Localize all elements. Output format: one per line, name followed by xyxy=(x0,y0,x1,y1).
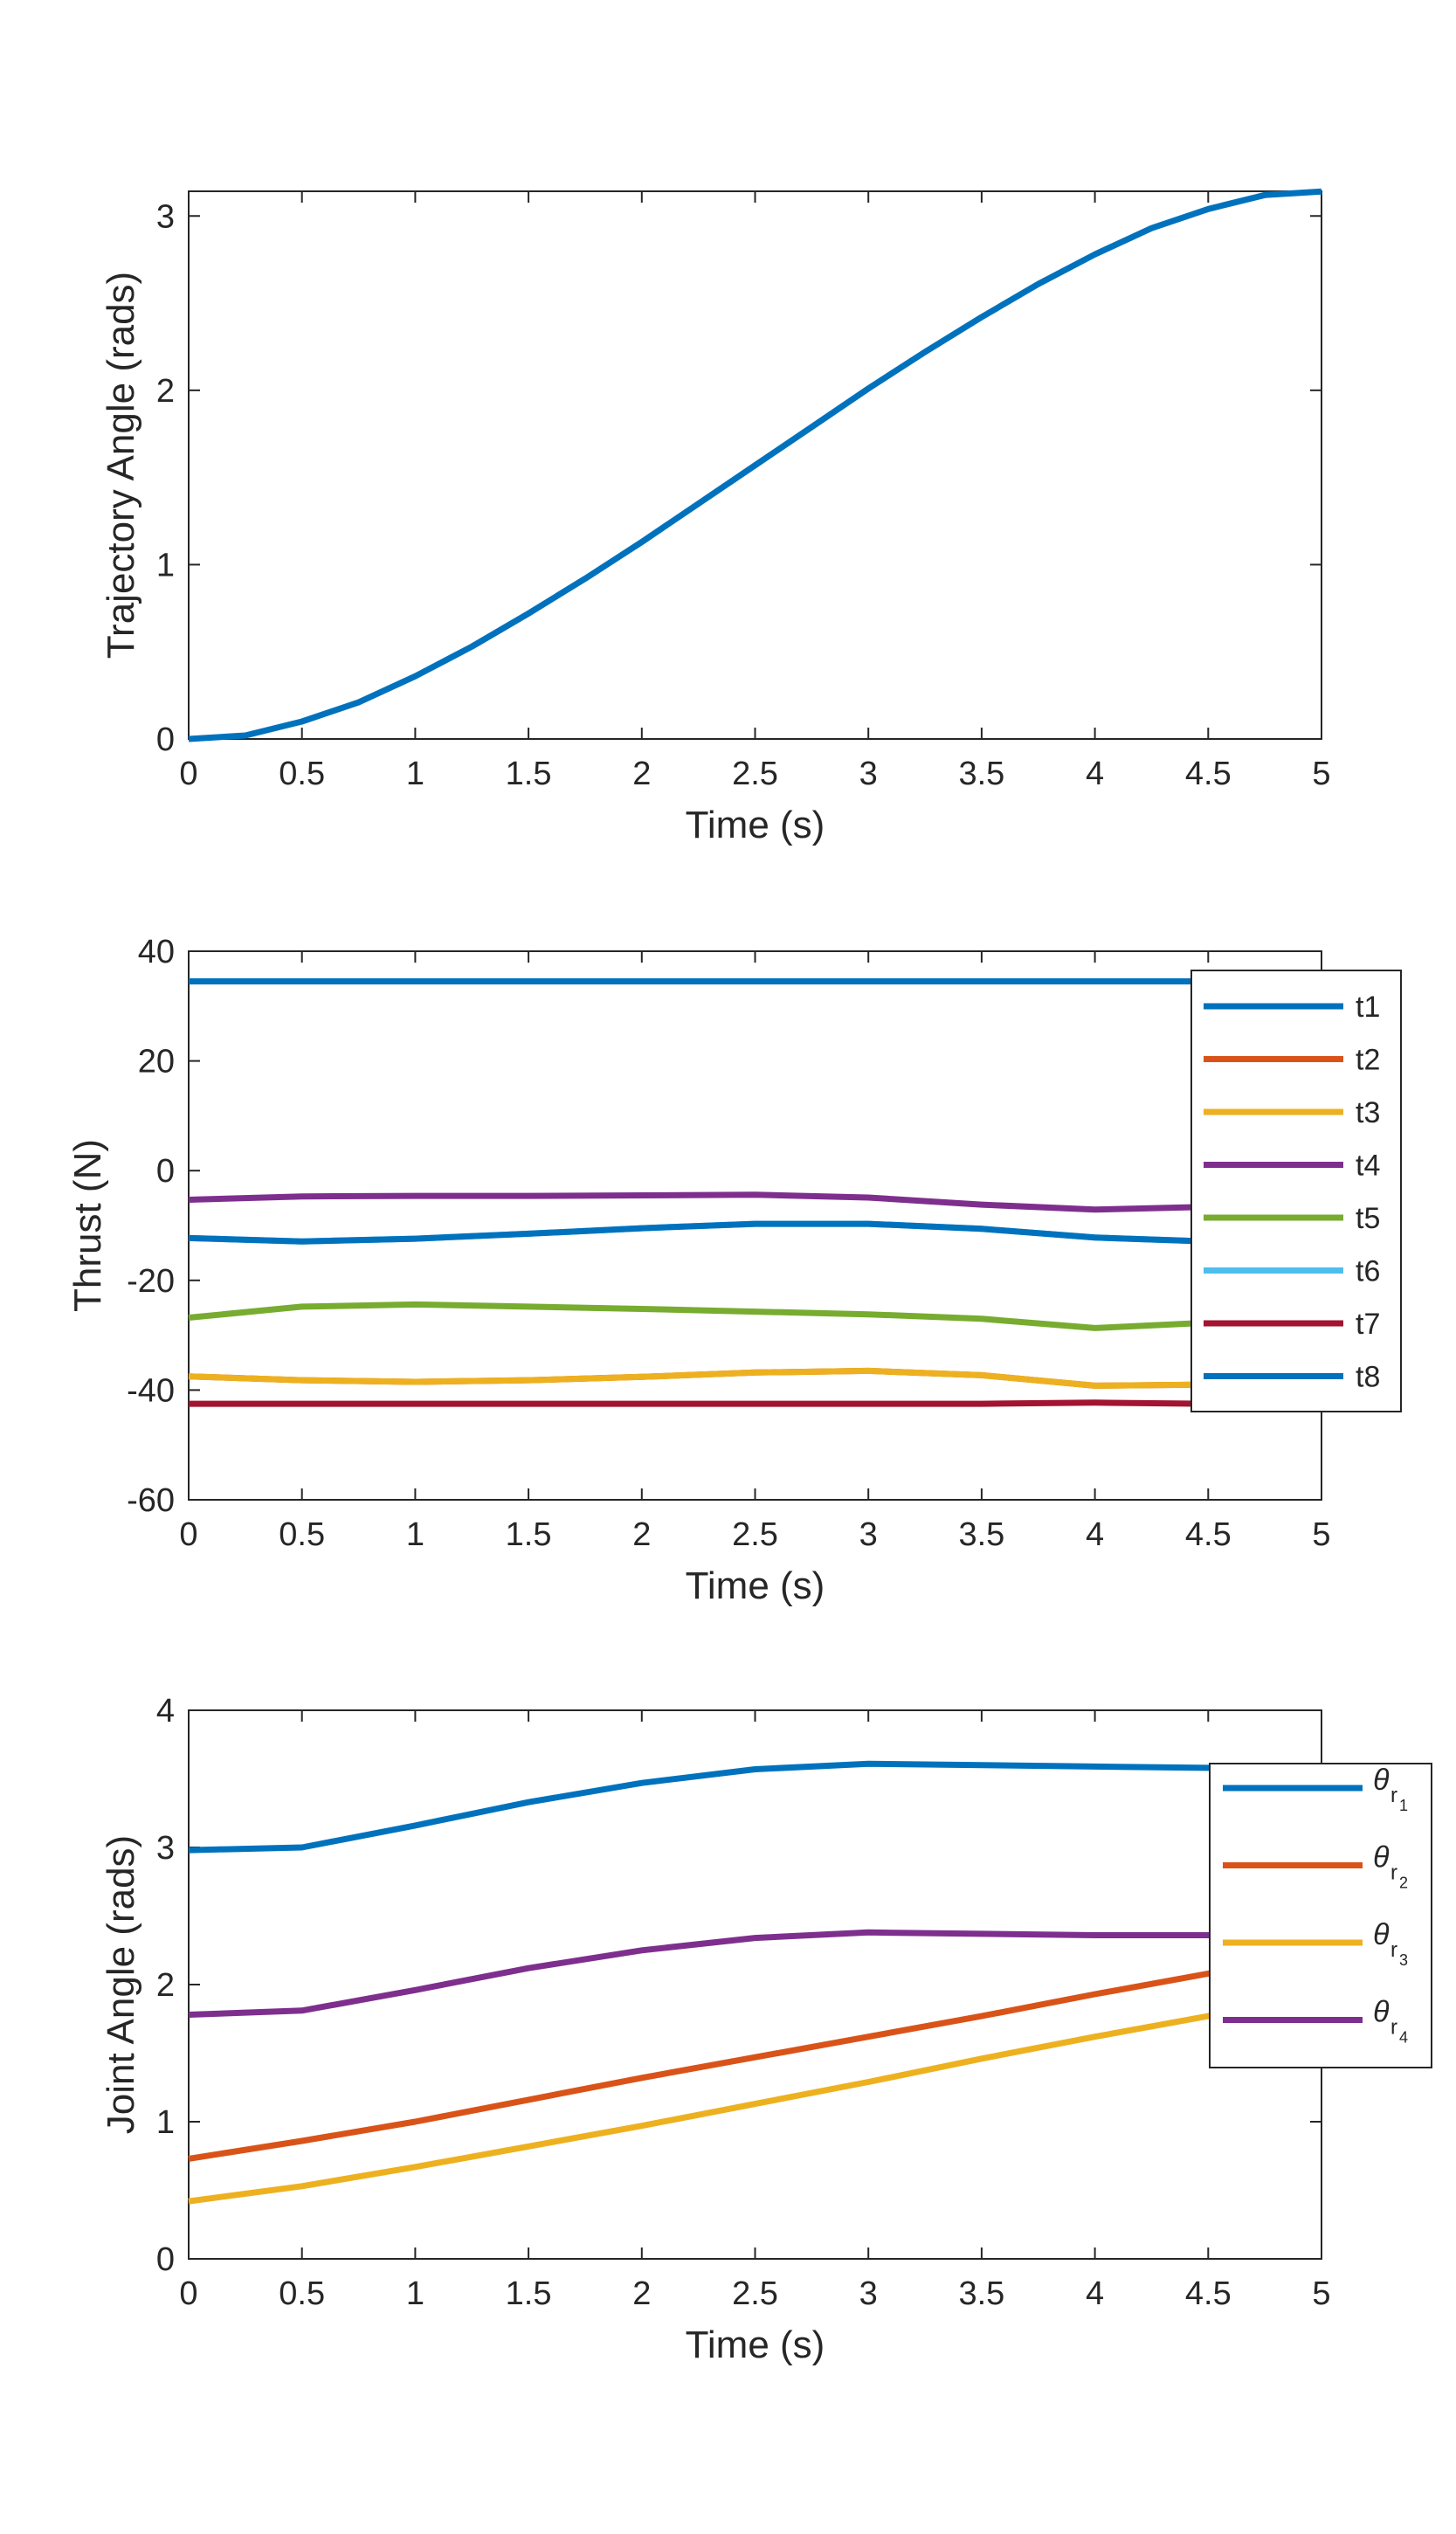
y-tick-label: 0 xyxy=(156,1153,175,1190)
x-tick-label: 3 xyxy=(859,2275,878,2312)
y-tick-label: 1 xyxy=(156,547,175,583)
x-tick-label: 3 xyxy=(859,756,878,792)
legend-index: 4 xyxy=(1399,2029,1408,2047)
x-tick-label: 1 xyxy=(406,2275,424,2312)
chart-panel-3: 0 0.5 1 1.5 2 2.5 3 3.5 4 4.5 5 0 1 2 3 4 Time (s) Joint … xyxy=(100,1693,1432,2366)
legend-entry-t6: t6 xyxy=(1356,1255,1380,1288)
legend-entry-theta-r3: θ xyxy=(1373,1918,1390,1951)
legend: θ r 1θ r 2θ r 3θ r 4 xyxy=(1209,1763,1432,2068)
y-axis-label: Trajectory Angle (rads) xyxy=(100,272,142,659)
series-line-theta-r2 xyxy=(188,1951,1322,2162)
legend-index: 1 xyxy=(1399,1797,1408,1814)
series-line-t7 xyxy=(189,1399,1321,1407)
x-tick-label: 1.5 xyxy=(506,2275,552,2312)
x-tick-label: 4 xyxy=(1086,2275,1104,2312)
legend-entry-t3: t3 xyxy=(1356,1096,1380,1129)
legend-box xyxy=(1190,970,1402,1412)
legend-entry-t8: t8 xyxy=(1356,1361,1380,1394)
series-line-t5 xyxy=(188,1301,1322,1331)
y-tick-label: 0 xyxy=(156,722,175,758)
x-tick-label: 4 xyxy=(1086,756,1104,792)
series-line-theta-r3 xyxy=(188,1991,1322,2205)
x-tick-label: 3.5 xyxy=(958,756,1004,792)
y-tick-label: 3 xyxy=(156,198,175,235)
x-tick-label: 2 xyxy=(632,756,651,792)
series-line-t3 xyxy=(188,1367,1322,1389)
y-tick-label: 4 xyxy=(156,1693,175,1730)
legend-subscript: r xyxy=(1390,1784,1397,1807)
x-tick-label: 5 xyxy=(1312,756,1330,792)
x-tick-label: 4.5 xyxy=(1185,756,1232,792)
series-line-t8 xyxy=(188,1220,1322,1246)
x-tick-label: 3.5 xyxy=(958,1516,1004,1553)
chart-panel-2: 0 0.5 1 1.5 2 2.5 3 3.5 4 4.5 5 -60 -40 -20 0 20 40 Time … xyxy=(66,934,1402,1607)
x-axis-label: Time (s) xyxy=(686,2323,825,2366)
x-tick-label: 5 xyxy=(1312,2275,1330,2312)
y-axis-label: Joint Angle (rads) xyxy=(100,1835,142,2134)
series-line-t4 xyxy=(188,1191,1322,1213)
y-tick-label: -20 xyxy=(127,1263,175,1300)
series-line-angle xyxy=(188,188,1322,742)
legend-entry-theta-r4: θ xyxy=(1373,1996,1390,2029)
y-axis-label: Thrust (N) xyxy=(66,1139,109,1312)
x-tick-label: 0 xyxy=(179,2275,197,2312)
series-line-theta-r4 xyxy=(188,1929,1321,2018)
x-tick-label: 0.5 xyxy=(279,1516,325,1553)
y-tick-label: 2 xyxy=(156,1967,175,2004)
x-tick-label: 1.5 xyxy=(506,1516,552,1553)
x-tick-label: 5 xyxy=(1312,1516,1330,1553)
legend-entry-t1: t1 xyxy=(1356,991,1380,1024)
x-tick-label: 1 xyxy=(406,756,424,792)
x-axis-label: Time (s) xyxy=(686,804,825,846)
x-axis-label: Time (s) xyxy=(686,1564,825,1607)
legend: t1 t2 t3 t4 t5 t6 t7 t8 xyxy=(1190,970,1402,1412)
y-tick-label: 1 xyxy=(156,2104,175,2141)
legend-subscript: r xyxy=(1390,2016,1397,2040)
legend-subscript: r xyxy=(1390,1861,1397,1885)
y-tick-label: 0 xyxy=(156,2241,175,2278)
legend-index: 2 xyxy=(1399,1875,1408,1892)
y-tick-label: 2 xyxy=(156,373,175,410)
x-tick-label: 1.5 xyxy=(506,756,552,792)
legend-entry-t4: t4 xyxy=(1356,1150,1380,1183)
y-tick-label: 3 xyxy=(156,1830,175,1867)
legend-subscript: r xyxy=(1390,1938,1397,1962)
chart-panel-1: 0 0.5 1 1.5 2 2.5 3 3.5 4 4.5 5 0 1 2 3 Time (s) Traject… xyxy=(100,188,1331,846)
x-tick-label: 2.5 xyxy=(732,1516,778,1553)
series-line-theta-r1 xyxy=(188,1760,1321,1854)
x-tick-label: 4 xyxy=(1086,1516,1104,1553)
x-tick-label: 4.5 xyxy=(1185,1516,1232,1553)
legend-entry-theta-r1: θ xyxy=(1373,1764,1390,1797)
legend-entry-theta-r2: θ xyxy=(1373,1841,1390,1875)
x-tick-label: 2.5 xyxy=(732,756,778,792)
x-tick-label: 0.5 xyxy=(279,2275,325,2312)
legend-index: 3 xyxy=(1399,1951,1408,1969)
x-tick-label: 2.5 xyxy=(732,2275,778,2312)
y-tick-label: -60 xyxy=(127,1482,175,1519)
legend-entry-t5: t5 xyxy=(1356,1202,1380,1235)
y-tick-label: 20 xyxy=(138,1044,175,1081)
legend-entry-t7: t7 xyxy=(1356,1308,1380,1341)
x-tick-label: 3 xyxy=(859,1516,878,1553)
y-tick-label: 40 xyxy=(138,934,175,970)
legend-entry-t2: t2 xyxy=(1356,1044,1380,1077)
x-tick-label: 2 xyxy=(632,1516,651,1553)
x-tick-label: 0 xyxy=(179,1516,197,1553)
x-tick-label: 1 xyxy=(406,1516,424,1553)
x-tick-label: 3.5 xyxy=(958,2275,1004,2312)
y-tick-label: -40 xyxy=(127,1372,175,1409)
x-tick-label: 0 xyxy=(179,756,197,792)
x-tick-label: 0.5 xyxy=(279,756,325,792)
x-tick-label: 4.5 xyxy=(1185,2275,1232,2312)
x-tick-label: 2 xyxy=(632,2275,651,2312)
